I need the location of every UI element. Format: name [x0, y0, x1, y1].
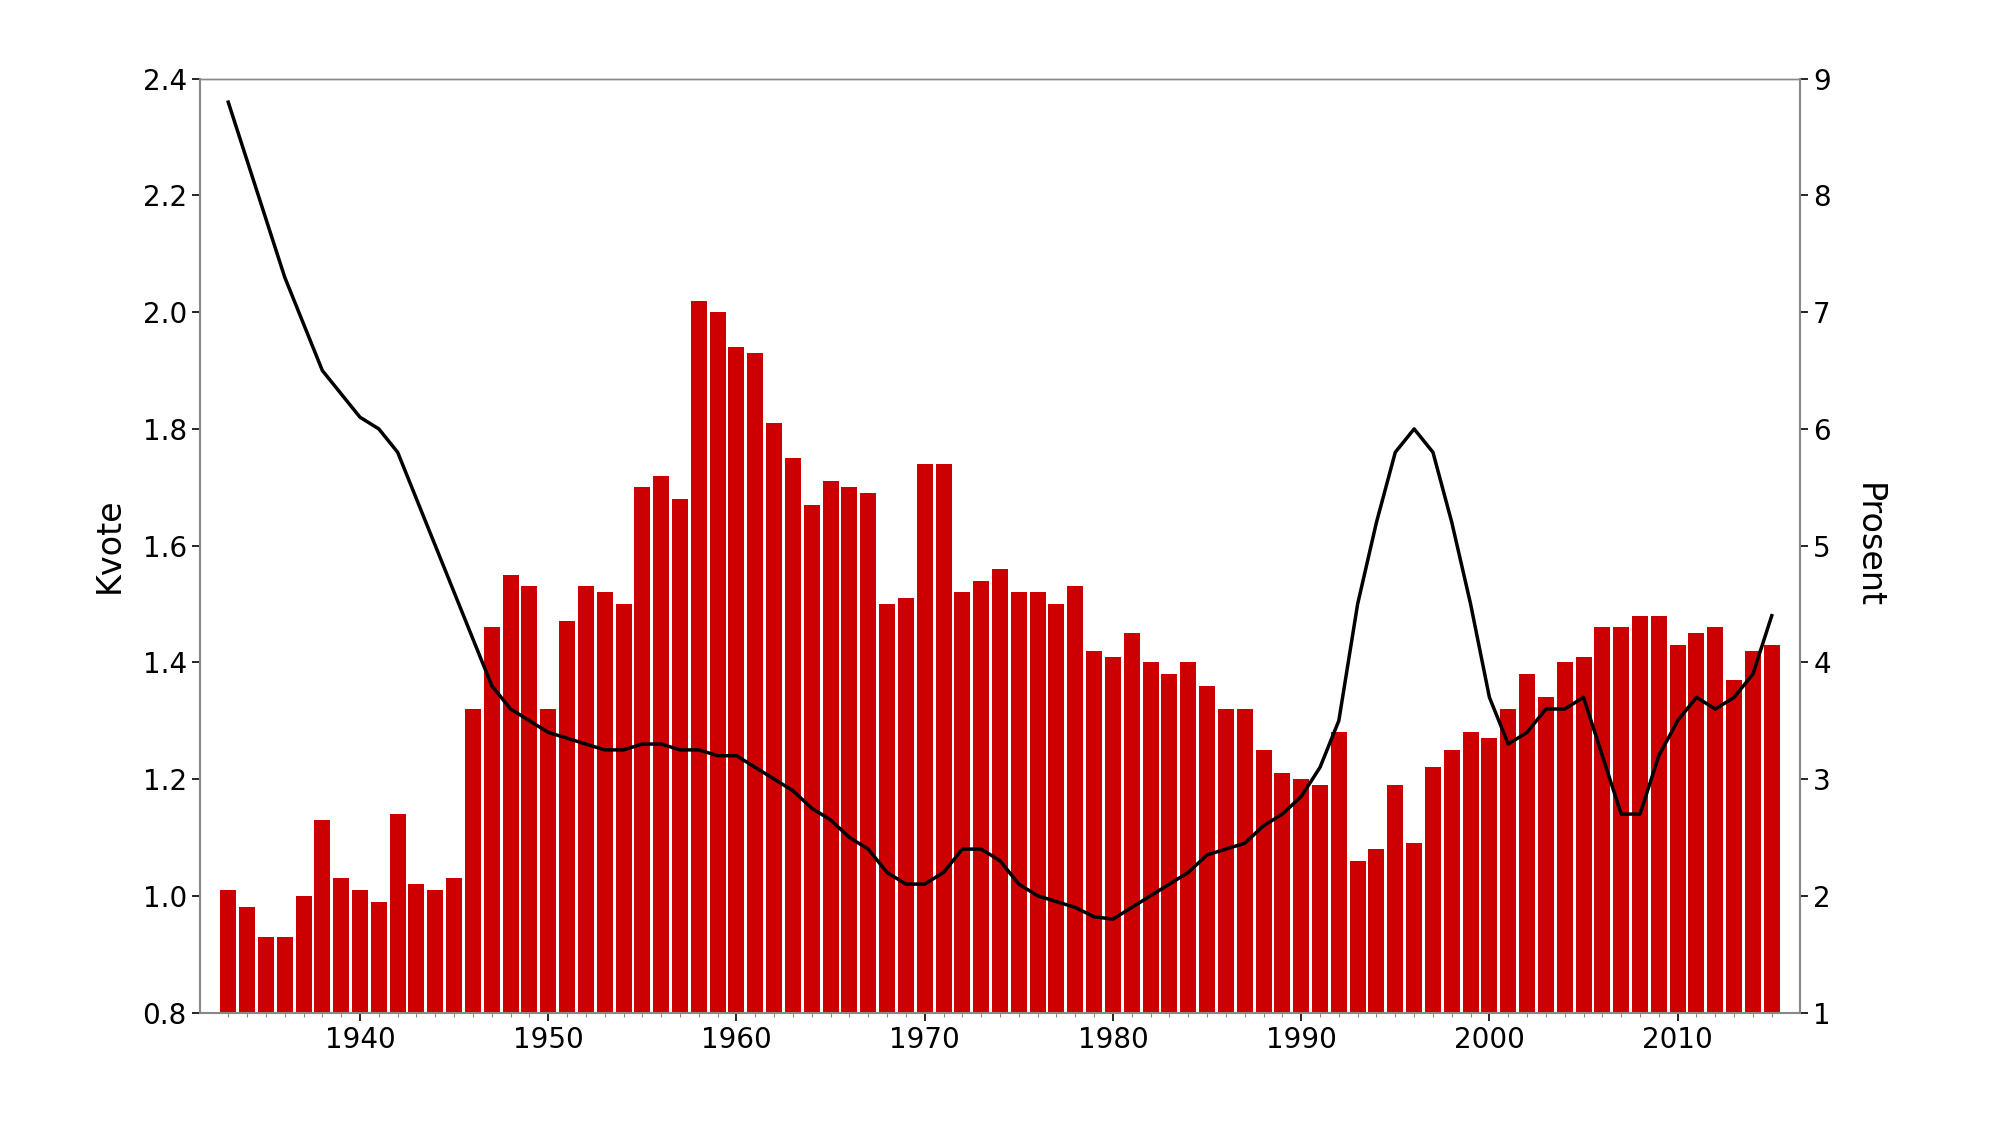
Bar [898, 598, 914, 1125]
Bar [974, 580, 990, 1125]
Bar [464, 709, 480, 1125]
Bar [276, 937, 292, 1125]
Bar [822, 482, 838, 1125]
Bar [672, 500, 688, 1125]
Bar [428, 890, 444, 1125]
Bar [578, 586, 594, 1125]
Bar [954, 592, 970, 1125]
Bar [992, 569, 1008, 1125]
Bar [880, 604, 896, 1125]
Bar [446, 879, 462, 1125]
Bar [616, 604, 632, 1125]
Bar [936, 464, 952, 1125]
Bar [1520, 674, 1536, 1125]
Bar [1650, 615, 1666, 1125]
Bar [1180, 663, 1196, 1125]
Bar [352, 890, 368, 1125]
Bar [1462, 732, 1478, 1125]
Bar [1330, 732, 1346, 1125]
Bar [1142, 663, 1158, 1125]
Bar [1368, 849, 1384, 1125]
Bar [314, 820, 330, 1125]
Bar [1406, 844, 1422, 1125]
Bar [1576, 657, 1592, 1125]
Bar [710, 312, 726, 1125]
Bar [502, 575, 518, 1125]
Bar [1086, 650, 1102, 1125]
Bar [654, 476, 670, 1125]
Bar [728, 348, 744, 1125]
Bar [1726, 680, 1742, 1125]
Bar [842, 487, 858, 1125]
Bar [1010, 592, 1026, 1125]
Bar [1670, 645, 1686, 1125]
Bar [1104, 657, 1120, 1125]
Bar [1482, 738, 1498, 1125]
Bar [390, 814, 406, 1125]
Bar [596, 592, 612, 1125]
Bar [1614, 628, 1630, 1125]
Bar [690, 300, 706, 1125]
Bar [220, 890, 236, 1125]
Bar [408, 884, 424, 1125]
Y-axis label: Prosent: Prosent [1852, 483, 1884, 609]
Bar [1388, 785, 1404, 1125]
Bar [1162, 674, 1178, 1125]
Bar [1350, 861, 1366, 1125]
Bar [1424, 767, 1440, 1125]
Bar [1256, 750, 1272, 1125]
Bar [296, 896, 312, 1125]
Bar [1236, 709, 1252, 1125]
Y-axis label: Kvote: Kvote [92, 497, 126, 594]
Bar [784, 458, 800, 1125]
Bar [916, 464, 932, 1125]
Bar [1048, 604, 1064, 1125]
Bar [1764, 645, 1780, 1125]
Bar [634, 487, 650, 1125]
Bar [1294, 778, 1310, 1125]
Bar [1274, 773, 1290, 1125]
Bar [766, 423, 782, 1125]
Bar [1538, 698, 1554, 1125]
Bar [1200, 685, 1216, 1125]
Bar [860, 493, 876, 1125]
Bar [1744, 650, 1760, 1125]
Bar [748, 353, 764, 1125]
Bar [522, 586, 538, 1125]
Bar [1030, 592, 1046, 1125]
Bar [1556, 663, 1572, 1125]
Bar [334, 879, 350, 1125]
Bar [1594, 628, 1610, 1125]
Bar [560, 621, 576, 1125]
Bar [540, 709, 556, 1125]
Bar [1218, 709, 1234, 1125]
Bar [258, 937, 274, 1125]
Bar [804, 505, 820, 1125]
Bar [1708, 628, 1724, 1125]
Bar [484, 628, 500, 1125]
Bar [1444, 750, 1460, 1125]
Bar [1500, 709, 1516, 1125]
Bar [1688, 633, 1704, 1125]
Bar [240, 908, 256, 1125]
Bar [370, 901, 386, 1125]
Bar [1124, 633, 1140, 1125]
Bar [1068, 586, 1084, 1125]
Bar [1632, 615, 1648, 1125]
Bar [1312, 785, 1328, 1125]
